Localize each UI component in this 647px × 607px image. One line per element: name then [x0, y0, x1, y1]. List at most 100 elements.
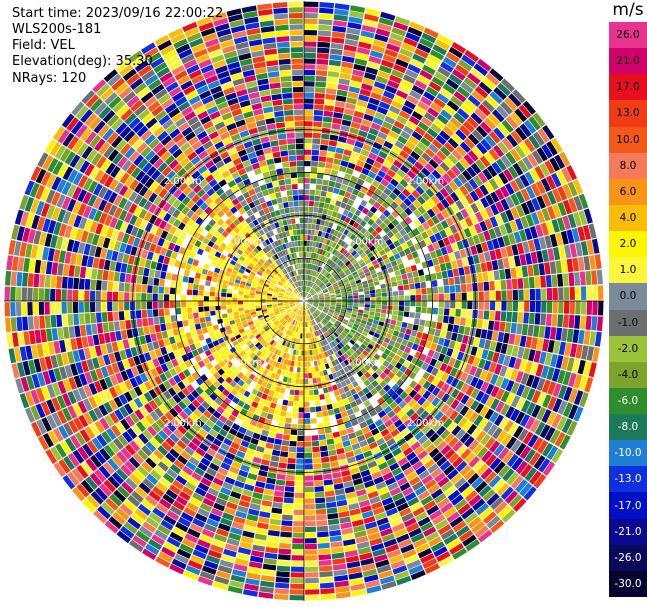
- gate-cell: [300, 361, 304, 368]
- gate-cell: [505, 436, 517, 450]
- gate-cell: [368, 282, 375, 287]
- gate-cell: [339, 334, 345, 340]
- gate-cell: [419, 37, 434, 49]
- gate-cell: [444, 433, 455, 444]
- gate-cell: [385, 262, 393, 269]
- gate-cell: [487, 424, 498, 437]
- gate-cell: [310, 282, 314, 288]
- gate-cell: [396, 409, 406, 419]
- gate-cell: [387, 305, 393, 310]
- gate-cell: [309, 406, 316, 413]
- gate-cell: [317, 167, 325, 174]
- gate-cell: [378, 205, 386, 214]
- gate-cell: [311, 258, 316, 265]
- gate-cell: [509, 369, 519, 381]
- gate-cell: [336, 499, 348, 507]
- gate-cell: [411, 84, 425, 95]
- gate-cell: [332, 282, 338, 287]
- gate-cell: [364, 304, 370, 308]
- gate-cell: [340, 348, 346, 355]
- gate-cell: [464, 512, 479, 525]
- gate-cell: [51, 262, 59, 275]
- gate-cell: [379, 372, 387, 380]
- gate-cell: [467, 94, 481, 107]
- gate-cell: [304, 178, 310, 184]
- gate-cell: [306, 303, 311, 308]
- gate-cell: [329, 348, 335, 355]
- gate-cell: [347, 22, 362, 30]
- gate-cell: [307, 300, 314, 301]
- gate-cell: [198, 284, 205, 291]
- gate-cell: [321, 133, 330, 140]
- gate-cell: [415, 465, 427, 476]
- gate-cell: [561, 356, 570, 371]
- gate-cell: [340, 184, 348, 191]
- gate-cell: [504, 97, 518, 111]
- gate-cell: [329, 247, 334, 254]
- gate-cell: [386, 230, 394, 239]
- gate-cell: [334, 309, 341, 313]
- gate-cell: [185, 331, 192, 339]
- gate-cell: [350, 74, 363, 83]
- gate-cell: [564, 342, 572, 357]
- gate-cell: [330, 302, 336, 305]
- gate-cell: [346, 273, 353, 279]
- gate-cell: [589, 331, 597, 346]
- gate-cell: [328, 221, 334, 229]
- gate-cell: [465, 274, 472, 284]
- gate-cell: [398, 295, 405, 301]
- gate-cell: [472, 254, 480, 264]
- gate-cell: [521, 386, 531, 399]
- gate-cell: [475, 199, 485, 211]
- gate-cell: [203, 263, 210, 270]
- gate-cell: [346, 231, 353, 238]
- gate-cell: [442, 83, 456, 95]
- gate-cell: [418, 470, 430, 481]
- gate-cell: [369, 245, 376, 252]
- gate-cell: [325, 299, 331, 301]
- gate-cell: [552, 301, 558, 314]
- gate-cell: [426, 364, 434, 374]
- gate-cell: [446, 511, 460, 523]
- gate-cell: [291, 378, 296, 384]
- gate-cell: [512, 89, 526, 104]
- gate-cell: [164, 286, 170, 294]
- gate-cell: [304, 263, 306, 269]
- gate-cell: [445, 244, 454, 254]
- gate-cell: [316, 520, 328, 527]
- gate-cell: [290, 577, 304, 584]
- gate-cell: [316, 218, 321, 225]
- gate-cell: [334, 311, 340, 315]
- gate-cell: [521, 265, 529, 278]
- gate-cell: [101, 312, 108, 323]
- gate-cell: [332, 117, 342, 125]
- gate-cell: [317, 537, 330, 544]
- gate-cell: [455, 284, 461, 293]
- gate-cell: [187, 283, 194, 290]
- gate-cell: [489, 281, 495, 291]
- gate-cell: [449, 308, 456, 317]
- gate-cell: [321, 327, 327, 333]
- gate-cell: [409, 58, 424, 69]
- gate-cell: [511, 345, 519, 358]
- gate-cell: [199, 317, 206, 324]
- gate-cell: [516, 242, 525, 255]
- gate-cell: [277, 554, 291, 561]
- gate-cell: [443, 104, 456, 116]
- gate-cell: [512, 301, 519, 312]
- gate-cell: [353, 295, 359, 299]
- gate-cell: [337, 245, 343, 252]
- gate-cell: [269, 460, 279, 468]
- gate-cell: [505, 196, 515, 209]
- gate-cell: [424, 237, 432, 246]
- gate-cell: [345, 33, 360, 41]
- gate-cell: [569, 343, 578, 358]
- gate-cell: [243, 301, 249, 305]
- gate-cell: [4, 302, 11, 317]
- gate-cell: [329, 261, 335, 267]
- gate-cell: [309, 241, 314, 247]
- gate-cell: [141, 293, 147, 301]
- gate-cell: [441, 382, 450, 393]
- gate-cell: [479, 220, 488, 232]
- gate-cell: [444, 448, 456, 460]
